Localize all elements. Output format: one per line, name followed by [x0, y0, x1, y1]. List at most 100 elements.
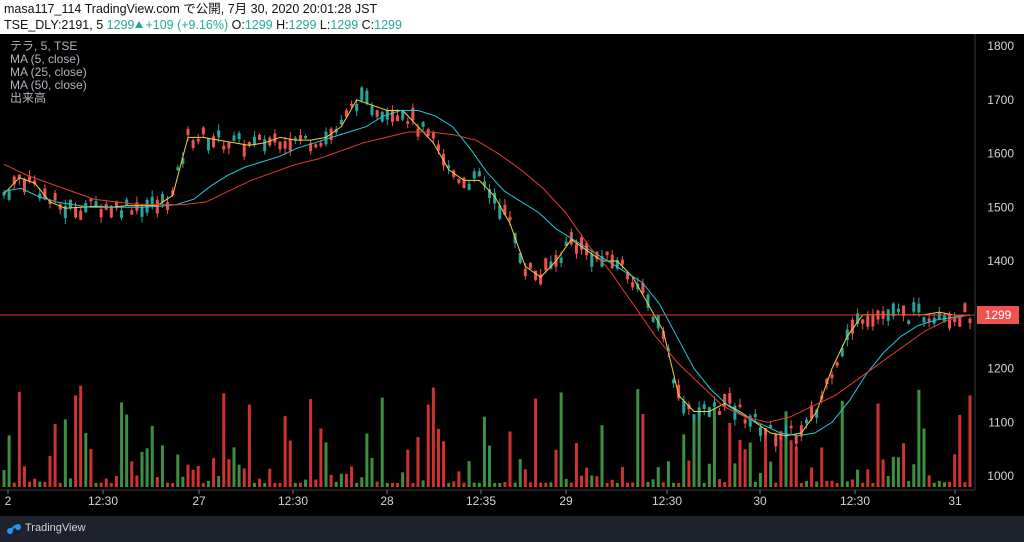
candle-body [774, 434, 778, 447]
volume-bar [421, 480, 425, 487]
candle-body [242, 144, 246, 157]
volume-bar [206, 480, 210, 487]
volume-bar [263, 482, 267, 487]
x-tick-label: 2 [5, 494, 12, 508]
volume-bar [682, 434, 686, 487]
volume-bar [431, 387, 435, 487]
candle-body [339, 119, 343, 125]
candle-body [789, 425, 793, 429]
candle-body [360, 87, 364, 101]
x-tick-label: 12:30 [278, 494, 308, 508]
candle-body [278, 141, 282, 150]
volume-bars [2, 385, 972, 487]
footer-brand[interactable]: TradingView [25, 522, 86, 534]
candle-body [176, 167, 180, 170]
volume-bar [942, 482, 946, 487]
volume-bar [217, 476, 221, 487]
volume-bar [615, 482, 619, 487]
candle-body [477, 171, 481, 177]
volume-bar [748, 442, 752, 487]
candle-body [661, 331, 665, 339]
candle-body [518, 252, 522, 263]
candle-body [344, 110, 348, 117]
candle-body [631, 282, 635, 288]
volume-bar [804, 480, 808, 487]
volume-bar [232, 447, 236, 487]
volume-bar [196, 466, 200, 487]
candle-body [815, 409, 819, 418]
candle-body [503, 204, 507, 215]
volume-bar [426, 404, 430, 487]
volume-bar [554, 449, 558, 487]
legend-symbol[interactable]: テラ, 5, TSE [10, 39, 78, 53]
candle-body [779, 436, 783, 440]
volume-bar [84, 433, 88, 487]
volume-bar [886, 476, 890, 487]
publish-info: masa117_114 TradingView.com で公開, 7月 30, … [4, 2, 378, 16]
candle-body [79, 210, 83, 220]
volume-bar [743, 449, 747, 487]
candle-body [840, 347, 844, 357]
candle-body [28, 176, 32, 181]
candle-body [615, 260, 619, 269]
candle-body [641, 283, 645, 294]
volume-bar [339, 473, 343, 487]
candle-body [114, 201, 118, 209]
candle-body [590, 253, 594, 267]
volume-bar [922, 428, 926, 487]
candle-body [799, 425, 803, 437]
candle-body [140, 206, 144, 217]
candle-body [355, 103, 359, 112]
candle-body [293, 137, 297, 141]
open-value: 1299 [244, 18, 273, 32]
candle-body [365, 90, 369, 103]
volume-bar [370, 457, 374, 487]
candle-body [206, 138, 210, 151]
candle-body [753, 413, 757, 418]
close-value: 1299 [374, 18, 402, 32]
candle-body [493, 192, 497, 204]
candle-body [620, 259, 624, 265]
volume-bar [963, 482, 967, 487]
legend-volume[interactable]: 出来高 [10, 91, 47, 105]
volume-bar [799, 482, 803, 487]
x-tick-label: 30 [753, 494, 767, 508]
volume-bar [212, 458, 216, 487]
volume-bar [33, 478, 37, 487]
candle-body [447, 165, 451, 168]
volume-bar [498, 482, 502, 487]
volume-bar [574, 443, 578, 487]
volume-bar [600, 425, 604, 487]
volume-bar [605, 482, 609, 487]
candle-body [794, 435, 798, 444]
candle-body [304, 135, 308, 139]
x-axis: 2 12:30 27 12:30 28 12:35 29 12:30 30 12:30 31 [5, 490, 962, 508]
candle-body [309, 143, 313, 152]
y-tick-label: 1100 [988, 415, 1014, 429]
moving-averages [3, 99, 971, 437]
candle-body [74, 207, 78, 218]
legend-ma50[interactable]: MA (50, close) [10, 78, 87, 92]
volume-bar [130, 461, 134, 487]
volume-bar [38, 481, 42, 487]
candle-body [58, 204, 62, 210]
candle-body [48, 201, 52, 205]
volume-bar [666, 461, 670, 487]
candle-body [416, 128, 420, 137]
legend-ma5[interactable]: MA (5, close) [10, 52, 81, 66]
volume-bar [283, 416, 287, 487]
ma25-line [3, 110, 971, 437]
volume-bar [820, 447, 824, 487]
legend-ma25[interactable]: MA (25, close) [10, 65, 87, 79]
volume-bar [902, 443, 906, 487]
candle-body [580, 237, 584, 250]
volume-bar [687, 460, 691, 487]
volume-bar [626, 482, 630, 487]
symbol[interactable]: TSE_DLY:2191, 5 [4, 18, 104, 32]
candle-body [718, 411, 722, 416]
candle-body [646, 294, 650, 308]
ma5-line [3, 99, 970, 437]
candle-body [508, 216, 512, 221]
price-chart[interactable]: 100011001200130014001500160017001800 212… [0, 0, 1024, 516]
